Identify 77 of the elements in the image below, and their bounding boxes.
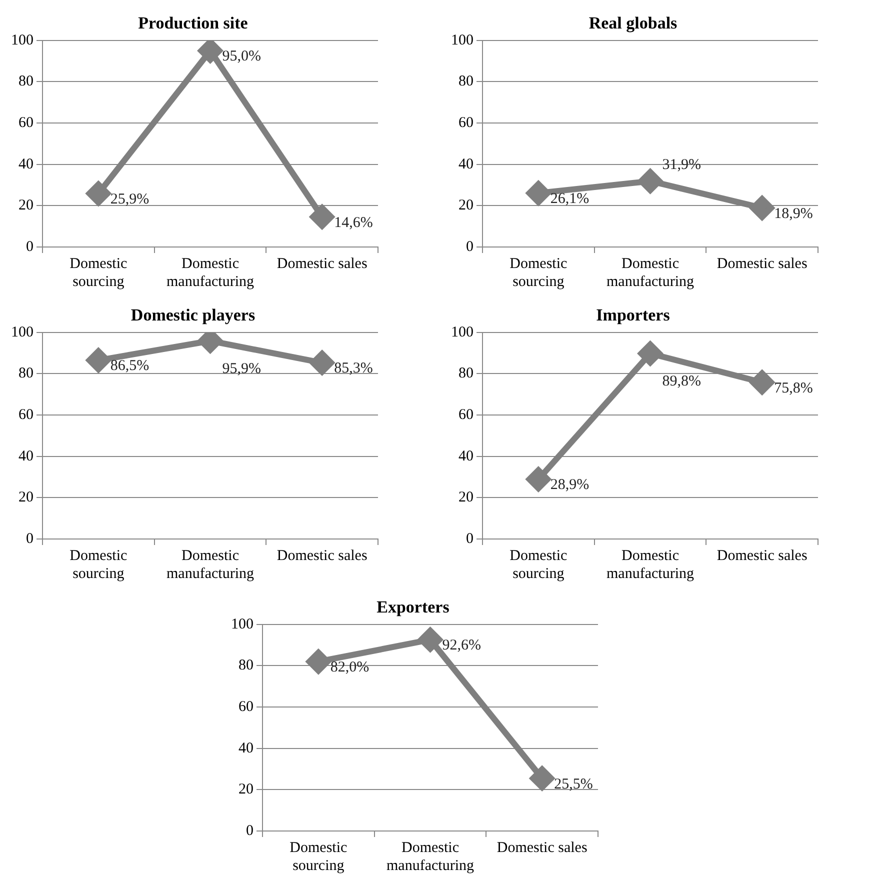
point bbox=[638, 341, 662, 366]
y-tick-label: 80 bbox=[18, 366, 34, 382]
y-tick-label: 0 bbox=[26, 530, 34, 547]
chart-title: Importers bbox=[596, 306, 670, 325]
point bbox=[310, 204, 334, 229]
x-tick-label: Domestic manufacturing bbox=[606, 548, 694, 582]
y-tick-label: 60 bbox=[18, 114, 34, 131]
chart-title: Domestic players bbox=[130, 306, 256, 325]
data-label: 31,9% bbox=[662, 157, 701, 174]
y-tick-label: 0 bbox=[26, 238, 34, 255]
y-tick-label: 60 bbox=[18, 406, 34, 423]
y-tick-label: 0 bbox=[466, 530, 474, 547]
y-tick-label: 100 bbox=[231, 616, 254, 632]
x-tick-label: Domestic manufacturing bbox=[386, 840, 474, 874]
y-tick-label: 100 bbox=[451, 324, 474, 340]
y-tick-label: 40 bbox=[458, 156, 474, 172]
data-label: 92,6% bbox=[442, 638, 481, 654]
y-tick-label: 20 bbox=[18, 198, 34, 214]
y-tick-label: 20 bbox=[458, 198, 474, 214]
y-tick-label: 40 bbox=[18, 448, 34, 464]
point bbox=[526, 181, 550, 206]
point bbox=[750, 370, 774, 394]
x-tick-label: Domestic sales bbox=[496, 840, 588, 856]
x-tick-label: Domestic manufacturing bbox=[166, 548, 254, 582]
x-tick-label: Domestic sourcing bbox=[70, 548, 128, 582]
data-label: 26,1% bbox=[550, 191, 590, 208]
data-label: 86,5% bbox=[110, 358, 150, 374]
x-tick-label: Domestic sourcing bbox=[290, 840, 348, 874]
x-tick-label: Domestic sales bbox=[716, 256, 808, 272]
x-tick-label: Domestic sourcing bbox=[510, 256, 568, 290]
x-tick-label: Domestic sales bbox=[276, 548, 368, 564]
x-tick-label: Domestic manufacturing bbox=[166, 256, 254, 290]
data-label: 95,0% bbox=[222, 48, 261, 65]
data-label: 18,9% bbox=[774, 206, 813, 222]
data-label: 28,9% bbox=[550, 477, 590, 494]
y-tick-label: 0 bbox=[246, 822, 254, 839]
y-tick-label: 80 bbox=[458, 74, 474, 90]
point bbox=[306, 650, 330, 674]
x-tick-label: Domestic sales bbox=[276, 256, 368, 272]
data-label: 75,8% bbox=[774, 380, 813, 396]
chart-title: Production site bbox=[138, 14, 248, 33]
y-tick-label: 40 bbox=[18, 156, 34, 172]
y-tick-label: 100 bbox=[451, 32, 474, 48]
point bbox=[750, 196, 774, 220]
y-tick-label: 100 bbox=[11, 32, 34, 48]
point bbox=[198, 40, 222, 63]
y-tick-label: 20 bbox=[238, 782, 254, 798]
data-label: 14,6% bbox=[334, 214, 373, 231]
point bbox=[530, 766, 554, 790]
y-tick-label: 60 bbox=[458, 406, 474, 423]
data-label: 85,3% bbox=[334, 360, 373, 377]
point bbox=[526, 467, 550, 492]
x-tick-label: Domestic sourcing bbox=[70, 256, 128, 290]
data-label: 89,8% bbox=[662, 373, 701, 390]
y-tick-label: 60 bbox=[458, 114, 474, 131]
data-label: 25,9% bbox=[110, 191, 150, 208]
data-label: 82,0% bbox=[330, 660, 370, 676]
y-tick-label: 40 bbox=[458, 448, 474, 464]
y-tick-label: 80 bbox=[458, 366, 474, 382]
y-tick-label: 60 bbox=[238, 698, 254, 715]
point bbox=[638, 169, 662, 194]
y-tick-label: 20 bbox=[18, 490, 34, 506]
x-tick-label: Domestic sourcing bbox=[510, 548, 568, 582]
x-tick-label: Domestic manufacturing bbox=[606, 256, 694, 290]
y-tick-label: 100 bbox=[11, 324, 34, 340]
point bbox=[86, 181, 110, 206]
chart-title: Exporters bbox=[376, 598, 450, 617]
y-tick-label: 20 bbox=[458, 490, 474, 506]
x-tick-label: Domestic sales bbox=[716, 548, 808, 564]
chart-title: Real globals bbox=[588, 14, 678, 33]
y-tick-label: 80 bbox=[18, 74, 34, 90]
data-label: 25,5% bbox=[554, 776, 593, 792]
point bbox=[418, 628, 442, 652]
data-label: 95,9% bbox=[222, 360, 261, 377]
y-tick-label: 40 bbox=[238, 740, 254, 756]
y-tick-label: 0 bbox=[466, 238, 474, 255]
y-tick-label: 80 bbox=[238, 658, 254, 674]
